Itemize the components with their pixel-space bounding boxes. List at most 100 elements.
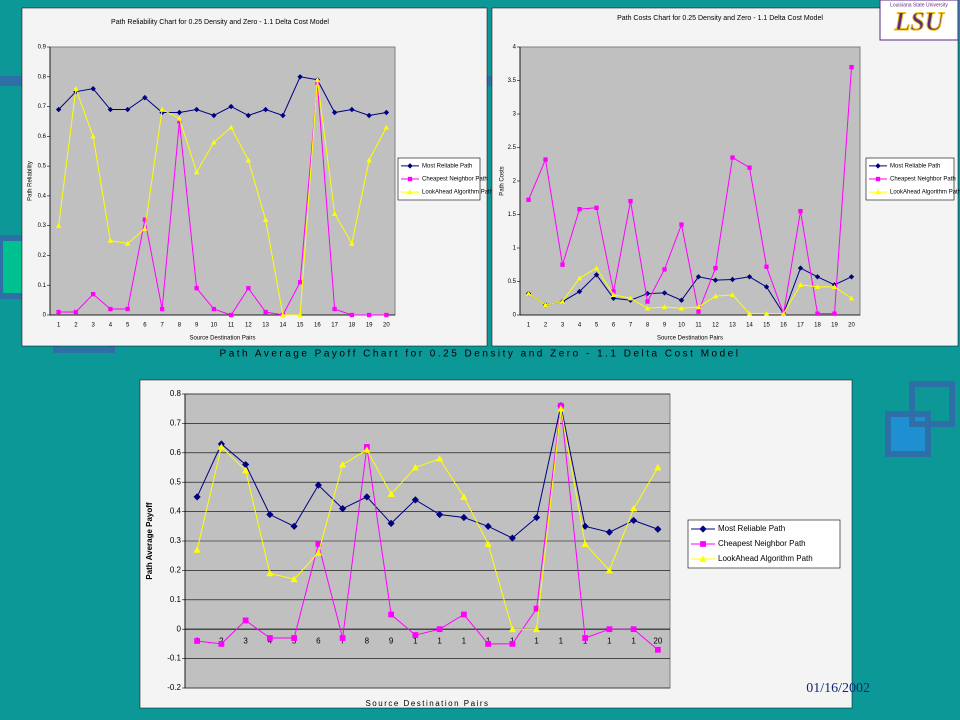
point-marker	[217, 443, 225, 450]
point-marker	[56, 309, 61, 315]
x-tick-label: 15	[297, 323, 304, 329]
point-marker	[593, 272, 600, 278]
y-tick-label: 0	[513, 313, 517, 319]
y-tick-label: 2.5	[508, 145, 517, 151]
chart-title: Path Costs Chart for 0.25 Density and Ze…	[617, 15, 823, 22]
point-marker	[211, 139, 217, 145]
legend-label: Cheapest Neighbor Path	[718, 539, 806, 548]
point-marker	[460, 513, 468, 522]
point-marker	[576, 275, 583, 281]
point-marker	[436, 455, 444, 462]
point-marker	[661, 304, 668, 310]
point-marker	[654, 525, 662, 533]
x-tick-label: 20	[848, 323, 855, 329]
point-marker	[383, 124, 390, 130]
point-marker	[176, 115, 183, 121]
point-marker	[142, 94, 148, 101]
x-tick-label: 13	[262, 323, 269, 329]
point-marker	[559, 298, 566, 304]
point-marker	[331, 109, 338, 116]
point-marker	[832, 311, 837, 316]
logo	[879, 0, 959, 41]
point-marker	[729, 292, 736, 298]
point-marker	[815, 311, 820, 316]
x-tick-label: 8	[646, 323, 650, 329]
point-marker	[387, 519, 395, 527]
point-marker	[142, 225, 148, 231]
charts: Path Reliability Chart for 0.25 Density …	[21, 7, 960, 709]
point-marker	[630, 505, 638, 512]
point-marker	[314, 77, 321, 82]
legend-marker	[699, 525, 707, 533]
point-marker	[746, 274, 753, 280]
x-tick-label: 1	[462, 636, 467, 645]
point-marker	[628, 198, 633, 204]
legend-label: Most Reliable Path	[718, 524, 785, 533]
point-marker	[211, 306, 217, 312]
point-marker	[314, 481, 322, 489]
y-tick-label: 0.4	[170, 507, 182, 516]
x-tick-label: 16	[780, 323, 787, 329]
series-line	[196, 408, 659, 630]
y-tick-label: 1.5	[508, 212, 517, 218]
legend-label: LookAhead Algorithm Path	[890, 190, 960, 196]
y-tick-label: 0.6	[38, 134, 47, 140]
point-marker	[542, 302, 549, 308]
y-tick-label: 0.3	[170, 536, 182, 545]
point-marker	[228, 124, 234, 130]
point-marker	[55, 222, 62, 228]
x-tick-label: 2	[219, 636, 224, 645]
legend-marker	[407, 163, 413, 169]
legend-label: LookAhead Algorithm Path	[422, 190, 493, 196]
y-tick-label: 3.5	[508, 78, 517, 84]
legend-label: Most Reliable Path	[890, 163, 940, 169]
point-marker	[730, 155, 735, 160]
legend-label: Cheapest Neighbor Path	[890, 177, 956, 183]
point-marker	[242, 460, 250, 469]
series-line	[196, 405, 659, 539]
y-tick-label: 0	[43, 313, 47, 319]
point-marker	[525, 290, 532, 296]
point-marker	[746, 310, 753, 316]
point-marker	[797, 265, 804, 271]
point-marker	[193, 169, 200, 175]
y-tick-label: 2	[513, 179, 517, 185]
point-marker	[290, 522, 298, 530]
point-marker	[581, 522, 589, 530]
point-marker	[526, 197, 531, 202]
point-marker	[611, 289, 616, 294]
point-marker	[729, 276, 736, 283]
point-marker	[193, 546, 201, 553]
point-marker	[124, 240, 131, 246]
x-tick-label: 3	[561, 323, 565, 329]
y-axis-label: Path Average Payoff	[145, 502, 154, 580]
point-marker	[245, 112, 252, 119]
y-tick-label: -0.2	[167, 683, 181, 692]
x-tick-label: 1	[413, 636, 418, 645]
x-tick-label: 6	[612, 323, 616, 329]
point-marker	[266, 510, 274, 519]
x-tick-label: 12	[712, 323, 719, 329]
point-marker	[411, 463, 419, 471]
point-marker	[460, 611, 467, 618]
point-marker	[339, 635, 346, 641]
x-tick-label: 1	[437, 636, 442, 645]
point-marker	[339, 505, 347, 513]
x-tick-label: 1	[57, 323, 61, 329]
point-marker	[661, 290, 668, 296]
point-marker	[262, 106, 269, 113]
x-tick-label: 19	[831, 323, 838, 329]
series-line	[528, 267, 852, 315]
x-tick-label: 7	[629, 323, 633, 329]
point-marker	[594, 205, 599, 210]
point-marker	[159, 106, 165, 112]
point-marker	[662, 267, 667, 272]
point-marker	[90, 133, 96, 139]
legend-marker	[875, 189, 881, 195]
point-marker	[383, 109, 390, 116]
point-marker	[712, 293, 719, 299]
plot-area	[49, 46, 396, 316]
point-marker	[366, 312, 372, 318]
point-marker	[712, 277, 719, 283]
point-marker	[107, 237, 114, 243]
